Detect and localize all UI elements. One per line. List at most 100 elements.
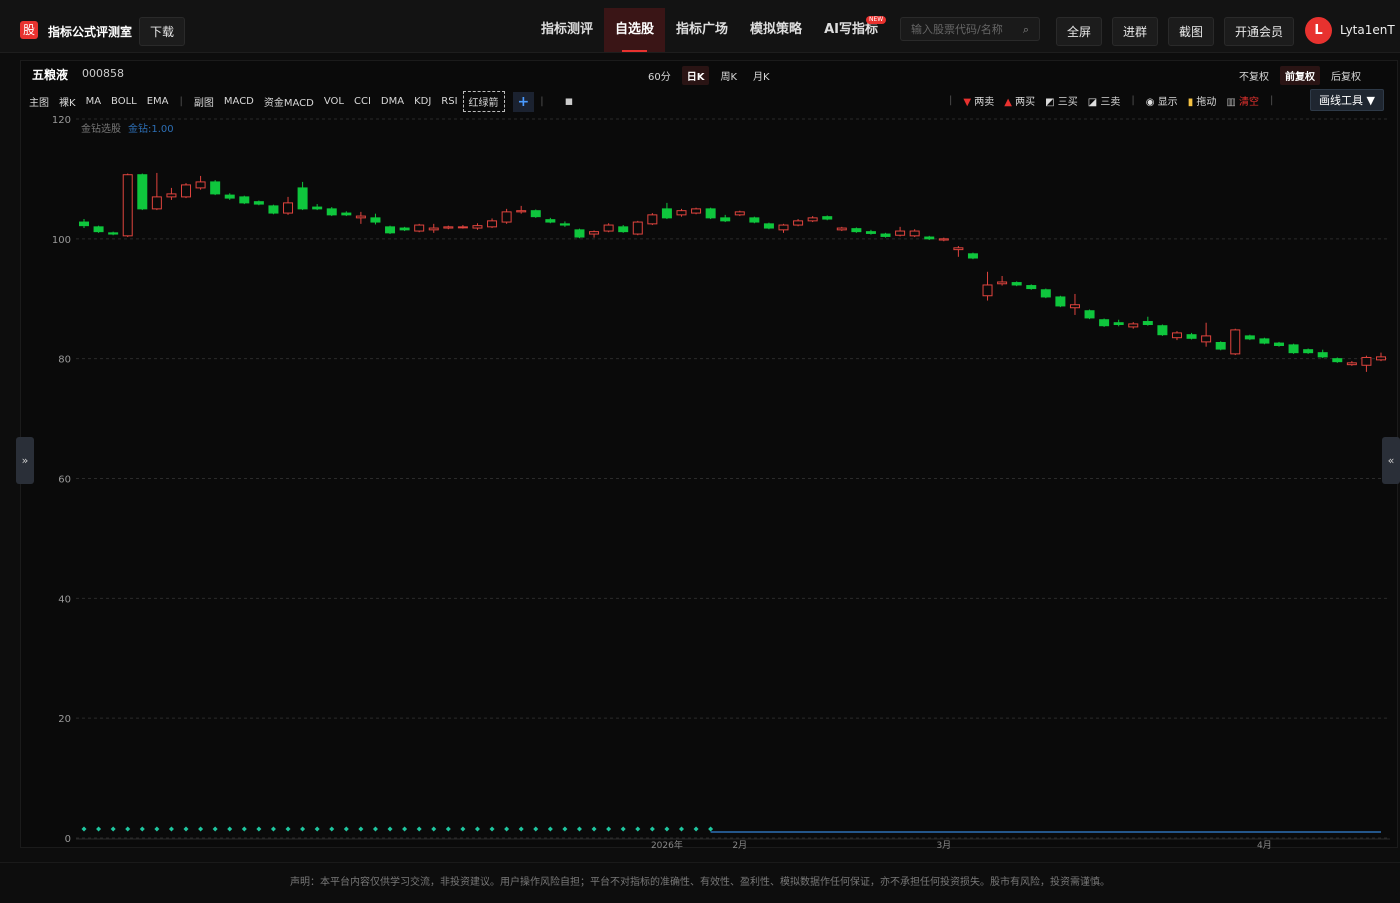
sub-indicator[interactable]: RSI bbox=[441, 96, 458, 107]
logo[interactable]: 股 bbox=[20, 21, 38, 39]
icon: ▲ bbox=[1004, 97, 1016, 108]
y-tick-label: 20 bbox=[58, 714, 71, 725]
candle-body bbox=[603, 224, 614, 232]
view-tool[interactable]: ◉ 显示 bbox=[1141, 91, 1183, 110]
candle-body bbox=[79, 221, 89, 227]
candle-body bbox=[865, 231, 876, 234]
save-icon[interactable]: ▪ bbox=[564, 94, 574, 109]
signal-tool-text: 三买 bbox=[1057, 97, 1078, 108]
candle-body bbox=[967, 253, 978, 259]
right-handle[interactable]: « bbox=[1382, 437, 1400, 484]
y-tick-label: 100 bbox=[52, 235, 71, 246]
adjust-tab[interactable]: 后复权 bbox=[1331, 72, 1361, 83]
candle-body bbox=[457, 226, 468, 229]
brand[interactable]: 指标公式评测室 bbox=[48, 25, 133, 39]
separator: | bbox=[949, 95, 953, 106]
nav-item[interactable]: AI写指标 bbox=[824, 22, 878, 37]
disclaimer: 声明：本平台内容仅供学习交流，非投资建议。用户操作风险自担；平台不对指标的准确性… bbox=[290, 877, 1110, 888]
view-tool[interactable]: ▮ 拖动 bbox=[1183, 91, 1222, 110]
main-indicator[interactable]: 裸K bbox=[59, 98, 76, 109]
candle-body bbox=[1011, 282, 1022, 286]
signal-tool[interactable]: ▼ 两卖 bbox=[958, 91, 999, 110]
period-tab[interactable]: 月K bbox=[753, 72, 770, 83]
draw-tools-button[interactable]: 画线工具 ▼ bbox=[1310, 89, 1384, 111]
candle-body bbox=[1157, 325, 1168, 336]
candle-body bbox=[414, 224, 425, 232]
top-button[interactable]: 进群 bbox=[1112, 17, 1159, 46]
candle-body bbox=[166, 193, 177, 198]
top-button[interactable]: 全屏 bbox=[1056, 17, 1103, 46]
sub-indicator[interactable]: VOL bbox=[323, 96, 344, 107]
sub-indicator[interactable]: MACD bbox=[223, 96, 254, 107]
main-indicator[interactable]: EMA bbox=[146, 96, 169, 107]
adjust-tab[interactable]: 前复权 bbox=[1280, 66, 1320, 85]
y-tick-label: 0 bbox=[65, 834, 71, 845]
candle-body bbox=[1230, 329, 1241, 355]
top-button[interactable]: 截图 bbox=[1168, 17, 1215, 46]
signal-tool-text: 三卖 bbox=[1100, 97, 1121, 108]
signal-diamond bbox=[256, 826, 262, 832]
candle-body bbox=[253, 201, 264, 205]
top-button[interactable]: 开通会员 bbox=[1224, 17, 1295, 46]
icon: ◪ bbox=[1087, 97, 1101, 108]
nav-item[interactable]: 指标测评 bbox=[541, 22, 594, 37]
signal-tool[interactable]: ◩ 三买 bbox=[1040, 91, 1083, 110]
view-tool-text: 清空 bbox=[1239, 97, 1260, 108]
sub-indicator[interactable]: 资金MACD bbox=[263, 98, 314, 109]
candle-body bbox=[108, 232, 119, 235]
signal-tool[interactable]: ▲ 两买 bbox=[999, 91, 1040, 110]
candle-body bbox=[997, 281, 1008, 285]
sub-indicator[interactable]: 副图 bbox=[193, 98, 214, 109]
candle-body bbox=[1099, 319, 1110, 327]
candle-body bbox=[793, 220, 804, 226]
signal-diamond bbox=[445, 826, 451, 832]
search-placeholder: 输入股票代码/名称 bbox=[911, 23, 1003, 36]
nav-item[interactable]: 模拟策略 bbox=[750, 22, 803, 37]
signal-diamond bbox=[372, 826, 378, 832]
y-tick-label: 120 bbox=[52, 115, 71, 126]
candle-body bbox=[1317, 352, 1328, 358]
indicator-name: 金钻选股 bbox=[81, 122, 121, 135]
period-tab[interactable]: 日K bbox=[681, 66, 710, 85]
main-indicator[interactable]: BOLL bbox=[111, 96, 137, 107]
signal-diamond bbox=[635, 826, 641, 832]
username[interactable]: Lyta1enT bbox=[1340, 23, 1395, 37]
sub-indicator[interactable]: DMA bbox=[380, 96, 405, 107]
sub-indicator[interactable]: CCI bbox=[353, 96, 371, 107]
candle-body bbox=[1186, 334, 1197, 339]
signal-diamond bbox=[96, 826, 102, 832]
icon: ▼ bbox=[963, 97, 975, 108]
signal-diamond bbox=[314, 826, 320, 832]
signal-diamond bbox=[154, 826, 160, 832]
candle-body bbox=[924, 236, 935, 240]
icon: ▥ bbox=[1226, 97, 1240, 108]
candle-body bbox=[851, 228, 862, 233]
candle-body bbox=[1332, 358, 1343, 363]
signal-diamond bbox=[708, 826, 714, 832]
nav-item[interactable]: 指标广场 bbox=[676, 22, 729, 37]
signal-diamond bbox=[270, 826, 276, 832]
candle-body bbox=[1376, 356, 1386, 361]
search-input[interactable]: 输入股票代码/名称 ⌕ bbox=[900, 17, 1040, 41]
left-handle[interactable]: » bbox=[16, 437, 34, 484]
signal-diamond bbox=[431, 826, 437, 832]
avatar[interactable]: L bbox=[1305, 17, 1332, 44]
sub-indicator[interactable]: KDJ bbox=[414, 96, 432, 107]
candle-body bbox=[224, 194, 235, 199]
period-tab[interactable]: 周K bbox=[720, 72, 738, 83]
add-indicator[interactable]: + bbox=[512, 91, 535, 112]
signal-tool[interactable]: ◪ 三卖 bbox=[1083, 91, 1126, 110]
adjust-tab[interactable]: 不复权 bbox=[1239, 72, 1269, 83]
main-indicator[interactable]: 主图 bbox=[29, 98, 49, 109]
nav-item[interactable]: 自选股 bbox=[604, 8, 666, 52]
period-tab[interactable]: 60分 bbox=[648, 72, 671, 83]
view-tool-text: 拖动 bbox=[1196, 97, 1217, 108]
download-button[interactable]: 下载 bbox=[139, 17, 186, 46]
view-tool[interactable]: ▥ 清空 bbox=[1221, 91, 1264, 110]
sub-indicator[interactable]: 红绿箭 bbox=[462, 91, 505, 112]
main-indicator[interactable]: MA bbox=[85, 96, 102, 107]
candle-body bbox=[370, 217, 381, 223]
signal-diamond bbox=[402, 826, 408, 832]
search-icon[interactable]: ⌕ bbox=[1022, 23, 1029, 36]
